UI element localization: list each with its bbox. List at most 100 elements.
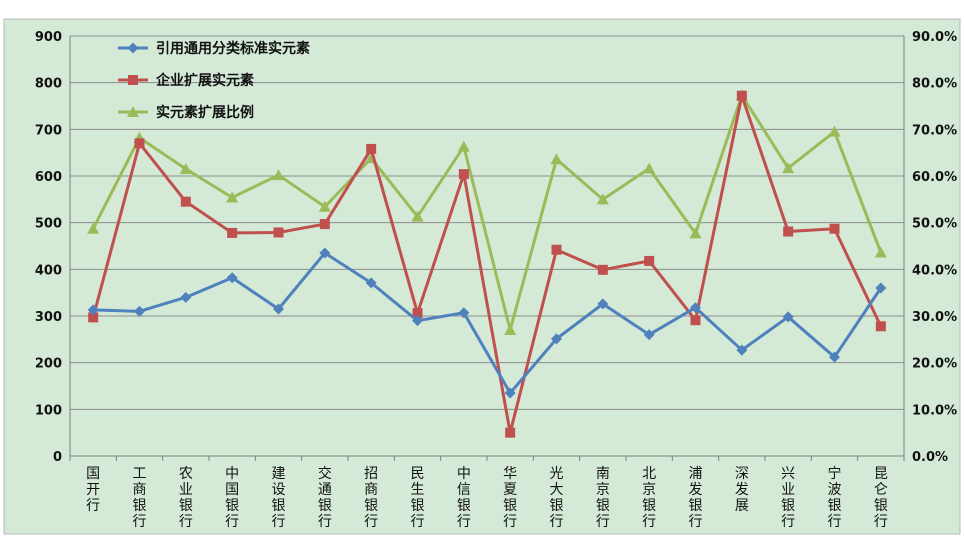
x-tick-label-char: 银 — [272, 498, 286, 514]
y-left-tick-label: 700 — [35, 123, 62, 138]
x-tick-label-char: 发 — [735, 482, 749, 498]
x-tick-label-char: 行 — [874, 514, 888, 530]
y-left-tick-label: 900 — [35, 30, 62, 45]
x-tick-label-char: 行 — [133, 514, 147, 530]
x-tick-label-char: 银 — [503, 498, 517, 514]
data-point — [134, 138, 145, 149]
data-point — [504, 387, 516, 399]
x-tick-label-char: 行 — [272, 514, 286, 530]
data-point — [365, 277, 377, 289]
data-point — [550, 153, 563, 165]
legend-item: 引用通用分类标准实元素 — [118, 40, 310, 57]
series-layer — [87, 89, 887, 438]
data-point — [782, 162, 795, 174]
x-tick-label-char: 商 — [133, 482, 147, 498]
x-tick-label-char: 农 — [179, 466, 193, 482]
series-1 — [88, 90, 886, 438]
y-right-tick-label: 90.0% — [912, 30, 957, 45]
data-point — [273, 303, 284, 315]
x-tick-label-char: 业 — [179, 482, 193, 498]
x-tick-label-char: 大 — [550, 482, 564, 498]
x-tick-label-char: 业 — [781, 482, 795, 498]
x-tick-label-char: 银 — [457, 498, 471, 514]
series-line — [91, 94, 883, 435]
data-point — [318, 200, 331, 212]
y-right-tick-label: 20.0% — [912, 357, 957, 372]
x-tick-label-char: 银 — [411, 498, 425, 514]
y-left-tick-label: 600 — [35, 170, 62, 185]
y-right-tick-label: 60.0% — [912, 170, 957, 185]
data-point — [134, 305, 145, 317]
x-tick-label-char: 行 — [225, 514, 239, 530]
data-point — [875, 321, 886, 332]
x-tick-label-char: 波 — [828, 482, 842, 498]
x-tick-label-char: 招 — [364, 466, 378, 482]
x-tick-label-char: 银 — [781, 498, 795, 514]
x-tick-label-char: 行 — [550, 514, 564, 530]
series-line — [93, 251, 883, 395]
y-right-tick-label: 30.0% — [912, 310, 957, 325]
data-point — [226, 272, 238, 284]
data-point — [180, 196, 191, 207]
plot-area — [70, 36, 904, 456]
data-point — [505, 427, 516, 438]
x-tick-label-char: 生 — [411, 482, 425, 498]
x-tick-label-char: 银 — [550, 498, 564, 514]
data-point — [689, 227, 702, 239]
x-tick-label-char: 开 — [86, 482, 100, 498]
x-tick-label-char: 京 — [642, 482, 656, 498]
x-tick-label-char: 行 — [86, 498, 100, 514]
x-tick-label-char: 兴 — [781, 466, 795, 482]
data-point — [319, 247, 331, 259]
x-tick-label-char: 行 — [781, 514, 795, 530]
legend-label: 实元素扩展比例 — [156, 104, 254, 121]
data-point — [180, 291, 192, 303]
legend-item: 企业扩展实元素 — [118, 72, 254, 89]
data-point — [366, 143, 377, 154]
x-tick-label-char: 南 — [596, 466, 610, 482]
data-point — [644, 255, 655, 266]
x-tick-label-char: 银 — [318, 498, 332, 514]
data-point — [736, 344, 748, 356]
data-point — [226, 191, 239, 203]
y-right-tick-label: 40.0% — [912, 263, 957, 278]
data-point — [551, 244, 562, 255]
x-tick-label-char: 深 — [735, 466, 749, 482]
series-0 — [87, 247, 887, 399]
y-left-tick-label: 200 — [35, 357, 62, 372]
data-point — [597, 298, 609, 310]
x-tick-label-char: 银 — [133, 498, 147, 514]
x-tick-label-char: 华 — [503, 466, 517, 482]
data-point — [272, 169, 285, 181]
x-tick-label-char: 通 — [318, 482, 332, 498]
x-tick-label-char: 银 — [689, 498, 703, 514]
x-tick-label-char: 国 — [86, 466, 100, 482]
data-point — [597, 264, 608, 275]
x-tick-label-char: 国 — [225, 482, 239, 498]
data-point — [782, 311, 794, 323]
legend-item: 实元素扩展比例 — [118, 104, 254, 121]
data-point — [412, 308, 423, 319]
x-tick-label-char: 工 — [133, 466, 147, 482]
x-tick-label-char: 行 — [457, 514, 471, 530]
x-tick-label-char: 银 — [596, 498, 610, 514]
x-tick-label-char: 展 — [735, 498, 749, 514]
y-left-tick-label: 400 — [35, 263, 62, 278]
data-point — [829, 223, 840, 234]
data-point — [458, 169, 469, 180]
data-point — [128, 75, 138, 85]
data-point — [736, 90, 747, 101]
x-tick-label-char: 中 — [225, 466, 239, 482]
data-point — [273, 227, 284, 238]
y-left-tick-label: 300 — [35, 310, 62, 325]
x-tick-label-char: 宁 — [828, 465, 842, 482]
data-point — [551, 333, 562, 345]
x-tick-label-char: 夏 — [503, 482, 517, 498]
x-tick-label-char: 建 — [272, 466, 286, 482]
data-point — [690, 302, 701, 314]
y-left-tick-label: 500 — [35, 217, 62, 232]
x-tick-label-char: 仑 — [874, 482, 888, 498]
